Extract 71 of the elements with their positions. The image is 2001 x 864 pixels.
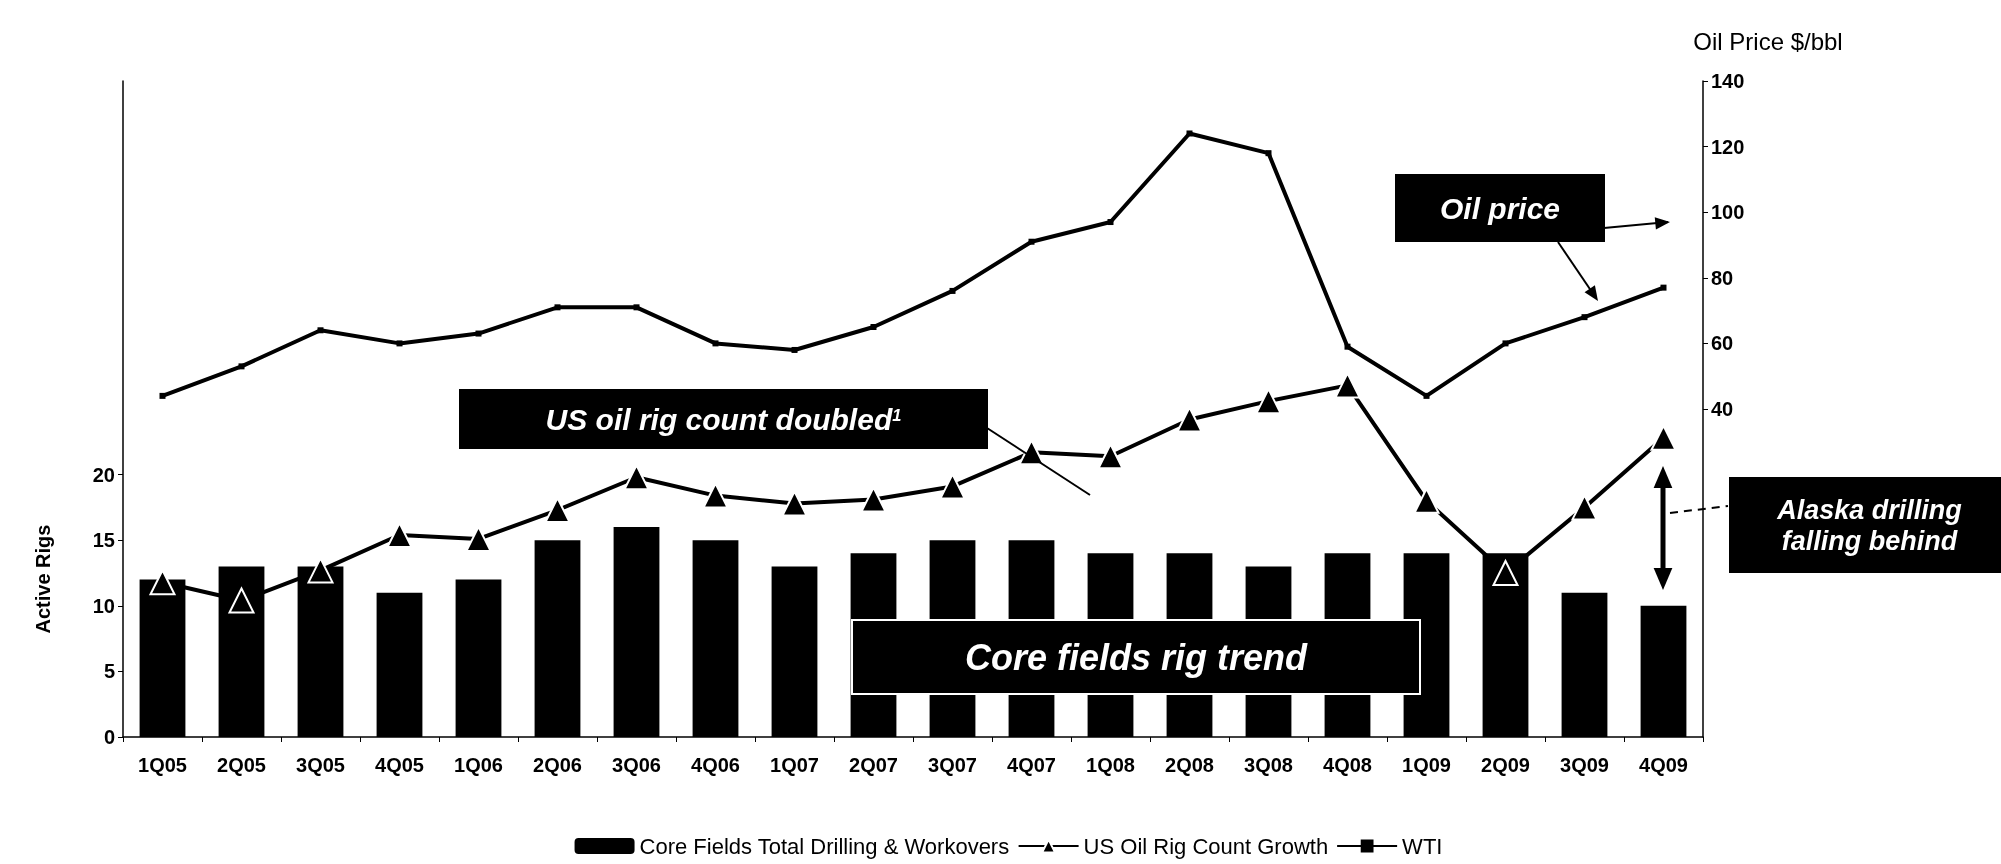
point [475,330,482,337]
x-tick-label: 2Q07 [849,754,898,776]
point [949,287,956,294]
x-tick-label: 4Q09 [1639,754,1688,776]
point [1571,494,1598,521]
point [1107,219,1114,226]
point [307,557,334,584]
point [1097,443,1124,470]
y-tick-label: 5 [103,660,115,683]
point [228,587,255,614]
x-tick-label: 1Q08 [1086,754,1135,776]
x-tick-label: 2Q08 [1165,754,1214,776]
point [1423,392,1430,399]
x-tick-label: 1Q06 [454,754,503,776]
point [1186,130,1193,137]
annotation: Core fields rig trend [964,636,1309,678]
point [712,340,719,347]
x-tick-label: 2Q05 [217,754,266,776]
x-tick-label: 2Q06 [533,754,582,776]
point [1028,238,1035,245]
y-tick-label: 0 [103,726,115,748]
text: Alaska drilling falling behind [1776,495,1963,557]
point [1334,372,1361,399]
x-tick-label: 4Q06 [691,754,740,776]
x-tick-label: 4Q05 [375,754,424,776]
y2-tick-label: 80 [1711,266,1734,289]
y-tick-label: 10 [92,594,115,617]
x-tick-label: 3Q05 [296,754,345,776]
legend-label: US Oil Rig Count Growth [1083,833,1329,859]
point [623,464,650,491]
point [633,304,640,311]
point [544,497,571,524]
point [396,340,403,347]
legend-label: WTI [1402,833,1443,859]
annotation: US oil rig count doubled$^{1}$ [545,402,902,436]
x-tick-label: 3Q07 [928,754,977,776]
x-tick-label: 4Q08 [1323,754,1372,776]
x-tick-label: 1Q09 [1402,754,1451,776]
point [1265,150,1272,157]
annotation: Oil price [1439,191,1561,225]
x-tick-label: 4Q07 [1007,754,1056,776]
y2-tick-label: 120 [1711,135,1745,158]
y2-tick-label: 40 [1711,398,1734,420]
y2-tick-label: 60 [1711,332,1734,355]
point [1344,343,1351,350]
y-axis-title: Active Rigs [32,524,54,634]
point [939,473,966,500]
point [149,569,176,596]
y2-tick-label: 100 [1711,201,1745,224]
point [870,324,877,330]
point [1581,314,1588,321]
point [238,363,245,370]
legend-label: Core Fields Total Drilling & Workovers [639,833,1010,859]
x-tick-label: 3Q08 [1244,754,1293,776]
y-tick-label: 20 [92,463,115,486]
y2-axis-title: Oil Price $/bbl [1693,27,1843,55]
x-tick-label: 3Q06 [612,754,661,776]
point [1255,388,1282,415]
y-tick-label: 15 [92,529,115,552]
x-tick-label: 2Q09 [1481,754,1530,776]
point [1502,340,1509,347]
point [1660,284,1667,291]
point [159,392,166,399]
x-tick-label: 3Q09 [1560,754,1609,776]
point [554,304,561,311]
x-tick-label: 1Q07 [770,754,819,776]
point [317,327,324,334]
point [1492,560,1519,586]
x-tick-label: 1Q05 [138,754,187,776]
point [791,346,798,353]
y2-tick-label: 140 [1711,70,1745,92]
